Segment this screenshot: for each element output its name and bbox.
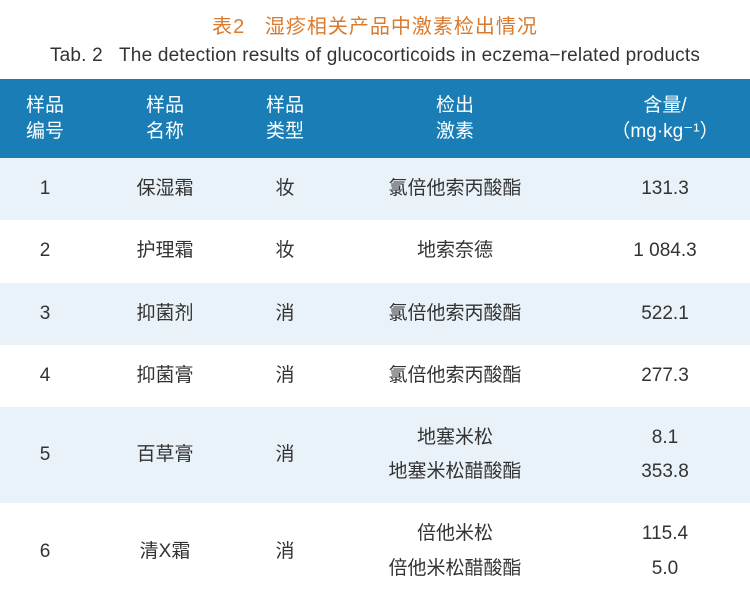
table-row: 6 清X霜 消 倍他米松 倍他米松醋酸酯 115.4 5.0 [0,503,750,599]
header-text: （mg·kg⁻¹） [611,121,718,142]
cell-amount: 277.3 [580,345,750,407]
cell-name: 护理霜 [90,220,240,282]
cell-hormone-line: 地塞米松 [417,427,493,448]
header-hormone: 检出 激素 [330,79,580,158]
header-sample-type: 样品 类型 [240,79,330,158]
caption-cn-title: 湿疹相关产品中激素检出情况 [265,16,538,38]
header-text: 名称 [146,121,184,142]
cell-type: 消 [240,503,330,599]
cell-id: 6 [0,503,90,599]
cell-type: 妆 [240,220,330,282]
cell-amount-line: 5.0 [652,558,678,579]
cell-type: 消 [240,345,330,407]
cell-hormone-line: 倍他米松 [417,523,493,544]
cell-type: 消 [240,407,330,503]
cell-amount-line: 8.1 [652,427,678,448]
table-row: 1 保湿霜 妆 氯倍他索丙酸酯 131.3 [0,158,750,220]
cell-name: 百草膏 [90,407,240,503]
cell-id: 2 [0,220,90,282]
header-text: 样品 [146,95,184,116]
cell-name: 抑菌剂 [90,283,240,345]
cell-id: 4 [0,345,90,407]
header-text: 检出 [436,95,474,116]
table-row: 2 护理霜 妆 地索奈德 1 084.3 [0,220,750,282]
cell-amount: 1 084.3 [580,220,750,282]
cell-hormone: 氯倍他索丙酸酯 [330,283,580,345]
cell-id: 1 [0,158,90,220]
cell-hormone: 地塞米松 地塞米松醋酸酯 [330,407,580,503]
cell-amount: 131.3 [580,158,750,220]
header-text: 样品 [266,95,304,116]
cell-amount-line: 115.4 [642,523,688,544]
cell-id: 3 [0,283,90,345]
header-text: 样品 [26,95,64,116]
cell-hormone: 倍他米松 倍他米松醋酸酯 [330,503,580,599]
cell-hormone: 地索奈德 [330,220,580,282]
cell-id: 5 [0,407,90,503]
table-row: 4 抑菌膏 消 氯倍他索丙酸酯 277.3 [0,345,750,407]
header-sample-name: 样品 名称 [90,79,240,158]
cell-hormone: 氯倍他索丙酸酯 [330,158,580,220]
table-caption-cn: 表2 湿疹相关产品中激素检出情况 [0,0,750,39]
cell-name: 保湿霜 [90,158,240,220]
table-caption-en: Tab. 2 The detection results of glucocor… [0,39,750,79]
header-text: 含量/ [643,95,686,116]
header-text: 激素 [436,121,474,142]
table-header-row: 样品 编号 样品 名称 样品 类型 检出 激素 含量/ （mg·kg⁻¹） [0,79,750,158]
table-row: 5 百草膏 消 地塞米松 地塞米松醋酸酯 8.1 353.8 [0,407,750,503]
cell-amount: 115.4 5.0 [580,503,750,599]
cell-hormone: 氯倍他索丙酸酯 [330,345,580,407]
caption-cn-prefix: 表2 [212,16,245,38]
cell-amount-line: 353.8 [641,461,689,482]
cell-hormone-line: 倍他米松醋酸酯 [388,558,521,579]
cell-hormone-line: 地塞米松醋酸酯 [388,461,521,482]
header-text: 编号 [26,121,64,142]
cell-amount: 522.1 [580,283,750,345]
header-text: 类型 [266,121,304,142]
caption-en-title: The detection results of glucocorticoids… [119,45,700,66]
cell-name: 清X霜 [90,503,240,599]
results-table: 样品 编号 样品 名称 样品 类型 检出 激素 含量/ （mg·kg⁻¹） [0,79,750,600]
cell-type: 消 [240,283,330,345]
caption-en-prefix: Tab. 2 [50,45,103,66]
cell-type: 妆 [240,158,330,220]
cell-amount: 8.1 353.8 [580,407,750,503]
cell-name: 抑菌膏 [90,345,240,407]
table-row: 3 抑菌剂 消 氯倍他索丙酸酯 522.1 [0,283,750,345]
header-sample-id: 样品 编号 [0,79,90,158]
header-amount: 含量/ （mg·kg⁻¹） [580,79,750,158]
